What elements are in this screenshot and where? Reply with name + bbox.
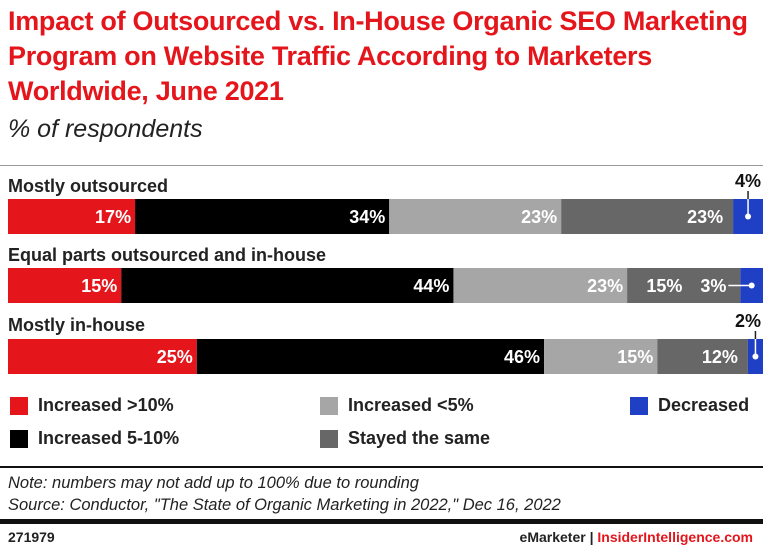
divider — [0, 466, 763, 468]
legend-item: Stayed the same — [320, 428, 490, 449]
legend-label: Increased <5% — [348, 395, 474, 415]
data-label: 23% — [521, 207, 557, 227]
data-label: 44% — [413, 276, 449, 296]
leader-dot — [748, 282, 755, 289]
data-label: 15% — [81, 276, 117, 296]
data-label: 12% — [702, 347, 738, 367]
data-label: 17% — [95, 207, 131, 227]
legend-label: Decreased — [658, 395, 750, 415]
note: Note: numbers may not add up to 100% due… — [8, 474, 419, 492]
data-label: 15% — [646, 276, 682, 296]
data-label: 2% — [735, 311, 761, 331]
legend-label: Increased 5-10% — [38, 428, 180, 448]
bar-segment — [8, 199, 136, 234]
bar-segment — [196, 339, 545, 374]
bar-segment — [135, 199, 390, 234]
leader-dot — [745, 213, 752, 220]
bar-segment — [657, 339, 748, 374]
data-label: 4% — [735, 171, 761, 191]
legend-item: Increased <5% — [320, 395, 474, 416]
legend-label: Increased >10% — [38, 395, 174, 415]
bar-segment — [627, 268, 741, 303]
source: Source: Conductor, "The State of Organic… — [8, 496, 561, 514]
brand-separator: | — [589, 529, 594, 545]
stacked-bar-chart: Mostly outsourced 17% 34% 23% 23% 4% Equal par… — [8, 171, 763, 374]
brand-insider-link[interactable]: InsiderIntelligence.com — [597, 529, 753, 545]
data-label: 23% — [587, 276, 623, 296]
data-label: 15% — [617, 347, 653, 367]
divider — [0, 165, 763, 166]
legend-label: Stayed the same — [348, 428, 491, 448]
category-label: Mostly in-house — [8, 315, 145, 335]
bar-segment — [8, 339, 197, 374]
data-label: 23% — [687, 207, 723, 227]
legend-swatch — [320, 429, 338, 448]
bar-segment — [389, 199, 562, 234]
legend-item: Increased 5-10% — [10, 428, 179, 449]
chart-subtitle: % of respondents — [8, 115, 203, 143]
chart-id: 271979 — [8, 529, 55, 545]
category-label: Equal parts outsourced and in-house — [8, 245, 326, 265]
chart-header: Impact of Outsourced vs. In-House Organi… — [8, 4, 760, 144]
brand: eMarketer | InsiderIntelligence.com — [520, 529, 753, 545]
data-label: 3% — [700, 276, 726, 296]
legend-swatch — [630, 396, 648, 415]
bar-segment — [544, 339, 658, 374]
legend-swatch — [10, 396, 28, 415]
legend-swatch — [320, 396, 338, 415]
category-label: Mostly outsourced — [8, 176, 168, 196]
divider — [0, 519, 763, 524]
bar-segment — [453, 268, 628, 303]
data-label: 46% — [504, 347, 540, 367]
leader-dot — [752, 353, 759, 360]
chart-title: Impact of Outsourced vs. In-House Organi… — [8, 6, 748, 106]
legend-item: Increased >10% — [10, 395, 174, 416]
legend-item: Decreased — [630, 395, 749, 416]
data-label: 25% — [157, 347, 193, 367]
bar-segment — [8, 268, 122, 303]
brand-emarketer: eMarketer — [519, 529, 586, 545]
bar-segment — [561, 199, 734, 234]
data-label: 34% — [349, 207, 385, 227]
legend-swatch — [10, 429, 28, 448]
bar-segment — [121, 268, 454, 303]
